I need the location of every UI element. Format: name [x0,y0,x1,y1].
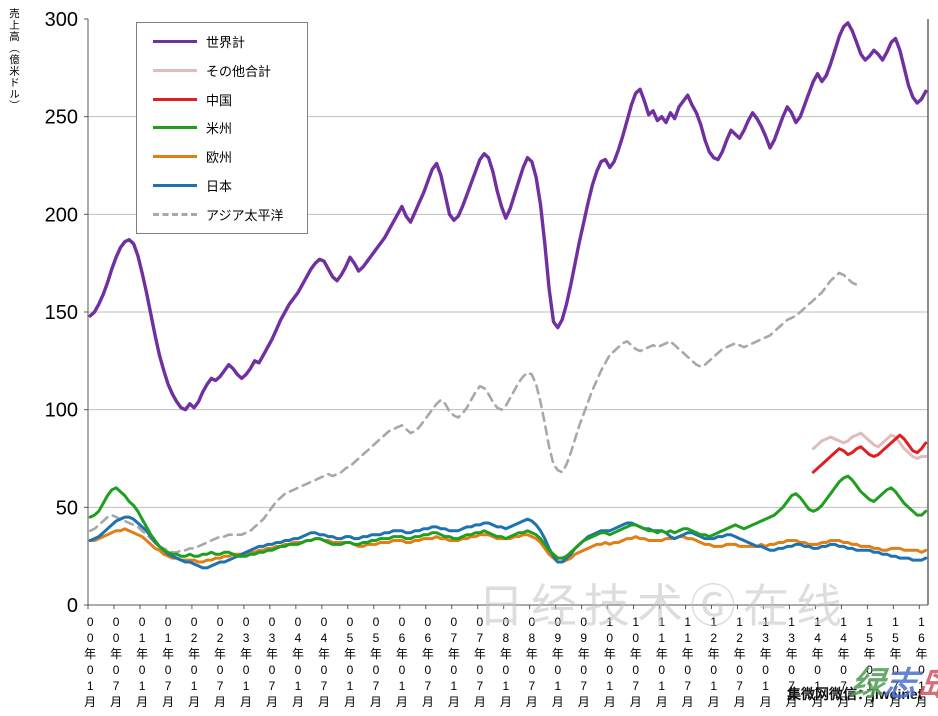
legend-item-china: 中国 [153,90,303,109]
legend-item-others: その他合計 [153,61,303,80]
y-tick-label: 0 [67,595,78,617]
legend-item-europe: 欧州 [153,147,303,166]
legend-line-sample-japan [153,184,197,188]
y-tick-label: 150 [45,302,78,324]
legend-label-others: その他合計 [206,63,272,79]
watermark-colored: 绿志岛 [849,664,938,704]
watermark-colored-char: 绿 [849,665,886,702]
y-tick-label: 50 [56,497,78,519]
watermark-jiweinet: 集微网微信：jiweinet [787,686,923,702]
series-line-china [811,433,928,474]
watermark-colored-char: 志 [882,665,919,702]
y-tick-label: 100 [45,400,78,422]
legend-label-china: 中国 [206,92,233,108]
legend-label-japan: 日本 [206,179,233,195]
legend-line-sample-world [153,39,197,43]
legend-line-sample-europe [153,155,197,159]
legend-box: 世界計その他合計中国米州欧州日本アジア太平洋 [136,22,308,234]
legend-label-americas: 米州 [206,121,233,137]
legend-item-americas: 米州 [153,118,303,137]
series-line-americas [88,474,928,560]
series-line-world [88,21,928,412]
legend-item-asia_pacific: アジア太平洋 [153,205,303,224]
series-line-japan [88,515,928,570]
legend-label-world: 世界計 [206,34,246,50]
y-tick-label: 250 [45,107,78,129]
y-tick-label: 200 [45,204,78,226]
legend-label-asia_pacific: アジア太平洋 [206,207,284,223]
legend-line-sample-americas [153,126,197,130]
series-line-others [811,431,928,460]
legend-line-sample-others [153,68,197,72]
legend-label-europe: 欧州 [206,150,233,166]
legend-item-world: 世界計 [153,32,303,51]
series-line-asia_pacific [88,271,858,554]
legend-line-sample-china [153,97,197,101]
legend-item-japan: 日本 [153,176,303,195]
y-tick-label: 300 [45,9,78,31]
watermark-colored-char: 岛 [915,665,938,702]
legend-line-sample-asia_pacific [153,212,197,216]
y-axis-title: 売上高（億米ドル） [8,8,20,112]
